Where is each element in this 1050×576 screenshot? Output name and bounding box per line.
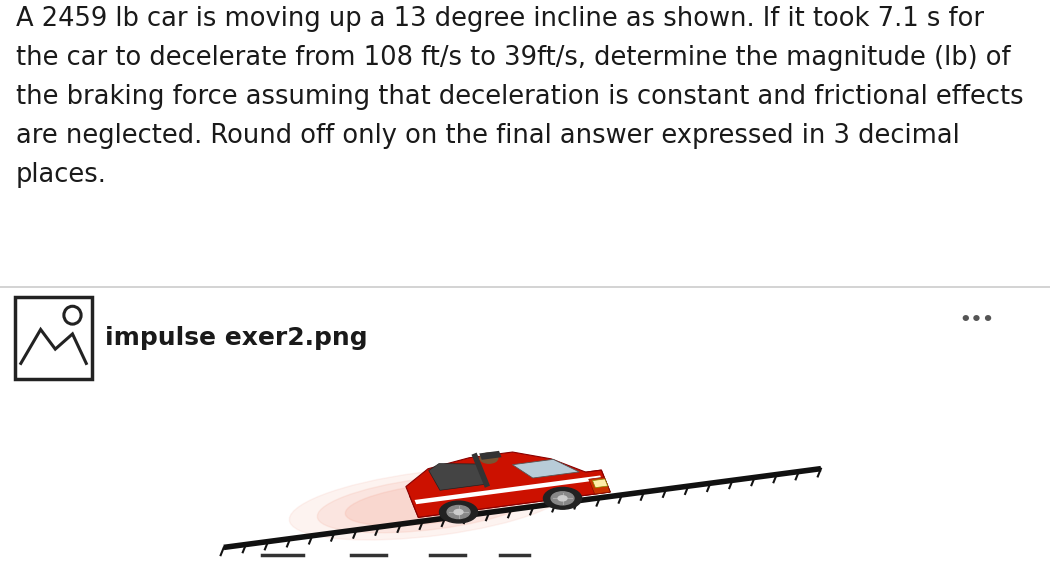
- Circle shape: [480, 453, 498, 463]
- Text: impulse exer2.png: impulse exer2.png: [105, 327, 367, 350]
- Circle shape: [559, 496, 567, 501]
- Polygon shape: [415, 475, 602, 504]
- Polygon shape: [479, 451, 502, 460]
- Polygon shape: [428, 464, 486, 490]
- Circle shape: [454, 510, 463, 514]
- Circle shape: [551, 492, 574, 505]
- Polygon shape: [406, 452, 610, 517]
- Ellipse shape: [345, 482, 513, 525]
- Ellipse shape: [290, 468, 569, 540]
- Circle shape: [447, 506, 470, 518]
- Ellipse shape: [317, 475, 541, 533]
- Circle shape: [440, 501, 478, 523]
- Text: A 2459 lb car is moving up a 13 degree incline as shown. If it took 7.1 s for
th: A 2459 lb car is moving up a 13 degree i…: [16, 6, 1024, 188]
- Polygon shape: [512, 459, 580, 478]
- Text: •••: •••: [959, 310, 994, 329]
- Polygon shape: [410, 470, 610, 517]
- Polygon shape: [592, 479, 608, 488]
- Circle shape: [544, 487, 582, 509]
- Polygon shape: [589, 477, 610, 494]
